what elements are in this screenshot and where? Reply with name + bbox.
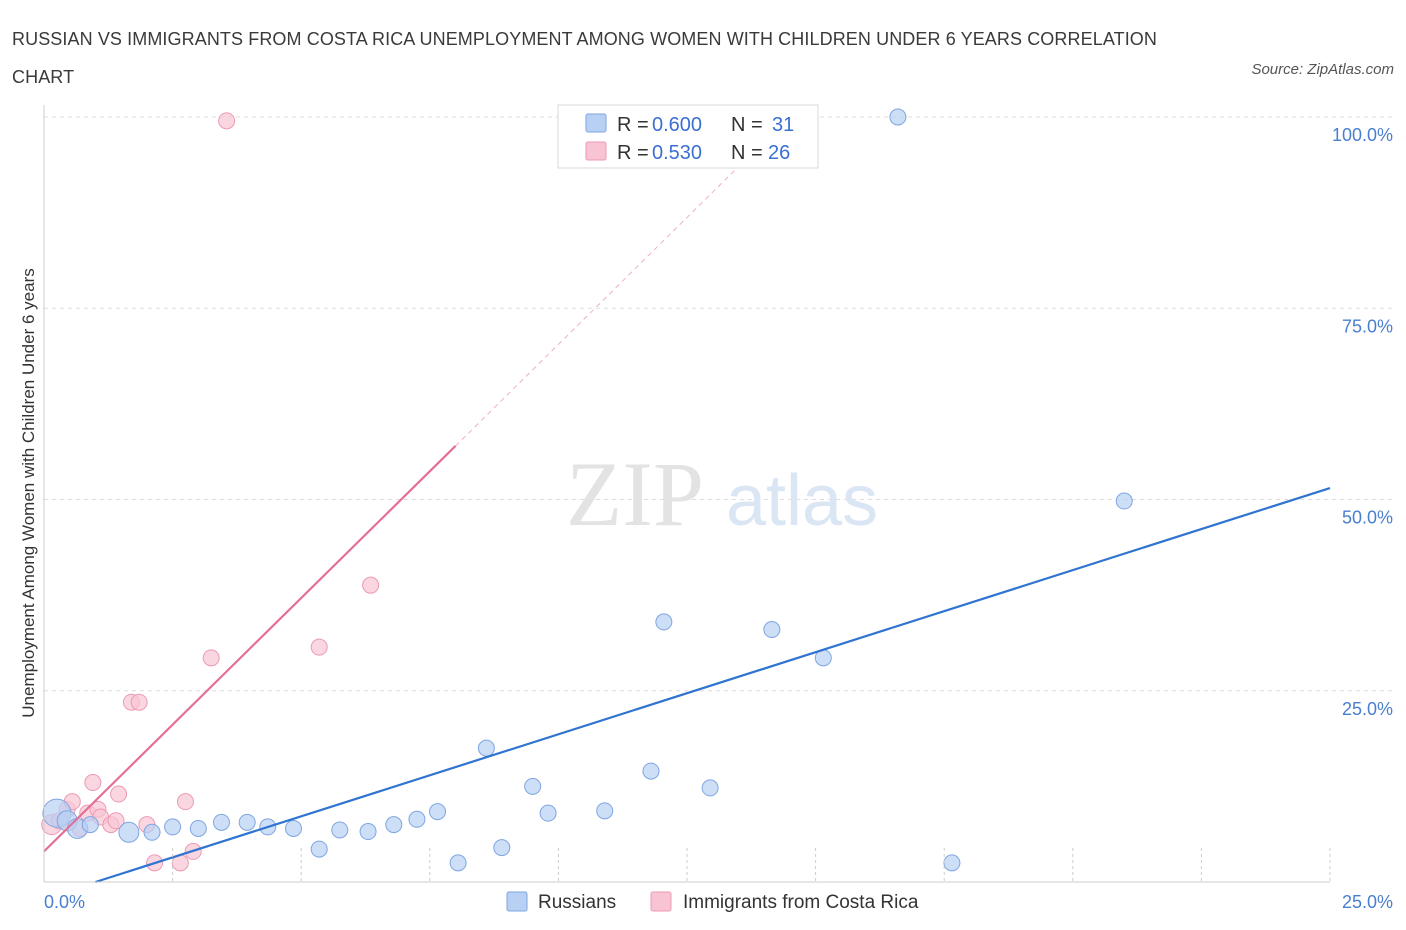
point-russians-19 bbox=[477, 739, 495, 757]
point-costa-rica-19 bbox=[202, 649, 220, 667]
legend-r-value-costa-rica: 0.530 bbox=[652, 142, 702, 164]
legend-r-label-costa-rica: R = bbox=[617, 142, 649, 164]
point-russians-13 bbox=[331, 821, 349, 839]
y-tick-labels: 25.0% 50.0% 75.0% 100.0% bbox=[1332, 125, 1393, 719]
point-costa-rica-22 bbox=[362, 576, 380, 594]
legend-r-label-russians: R = bbox=[617, 114, 649, 136]
legend-swatch-russians bbox=[585, 113, 607, 133]
point-russians-25 bbox=[655, 613, 673, 631]
legend-label-russians: Russians bbox=[538, 892, 616, 913]
watermark-atlas: atlas bbox=[726, 461, 878, 541]
legend-swatch-costa-rica bbox=[585, 141, 607, 161]
point-russians-20 bbox=[493, 839, 511, 857]
point-costa-rica-6 bbox=[84, 774, 102, 792]
y-axis-label: Unemployment Among Women with Children U… bbox=[19, 268, 38, 717]
chart-source: Source: ZipAtlas.com bbox=[1251, 61, 1394, 78]
point-russians-26 bbox=[701, 779, 719, 797]
points bbox=[41, 108, 1133, 872]
point-russians-29 bbox=[889, 108, 907, 126]
trend-lines bbox=[43, 166, 1331, 884]
y-tick-label-75: 75.0% bbox=[1342, 316, 1393, 336]
point-russians-17 bbox=[429, 803, 447, 821]
legend-r-value-russians: 0.600 bbox=[652, 114, 702, 136]
x-tick-label-max: 25.0% bbox=[1342, 892, 1393, 912]
stats-legend: R = 0.600 N = 31 R = 0.530 N = 26 bbox=[557, 104, 819, 169]
point-russians-16 bbox=[408, 810, 426, 828]
series-legend: Russians Immigrants from Costa Rica bbox=[506, 891, 919, 913]
y-tick-label-100: 100.0% bbox=[1332, 125, 1393, 145]
point-russians-30 bbox=[943, 854, 961, 872]
y-tick-label-25: 25.0% bbox=[1342, 699, 1393, 719]
legend-n-value-russians: 31 bbox=[772, 114, 794, 136]
trend-line-costa-rica-extension bbox=[455, 166, 739, 447]
watermark-zip: ZIP bbox=[566, 443, 704, 545]
legend-n-label-costa-rica: N = bbox=[731, 142, 763, 164]
point-russians-6 bbox=[164, 818, 182, 836]
point-russians-22 bbox=[539, 804, 557, 822]
point-costa-rica-17 bbox=[176, 793, 194, 811]
point-russians-7 bbox=[189, 819, 207, 837]
point-costa-rica-10 bbox=[107, 812, 125, 830]
point-russians-9 bbox=[238, 813, 256, 831]
point-russians-31 bbox=[1115, 492, 1133, 510]
point-russians-24 bbox=[642, 762, 660, 780]
point-costa-rica-11 bbox=[110, 785, 128, 803]
x-tick-marks bbox=[172, 848, 1331, 882]
legend-swatch-russians-bottom bbox=[506, 891, 528, 912]
y-tick-label-50: 50.0% bbox=[1342, 508, 1393, 528]
point-russians-23 bbox=[596, 802, 614, 820]
point-russians-4 bbox=[118, 821, 140, 843]
trend-line-russians bbox=[95, 486, 1331, 884]
point-russians-11 bbox=[284, 819, 302, 837]
point-russians-12 bbox=[310, 840, 328, 858]
point-russians-27 bbox=[763, 621, 781, 639]
legend-swatch-costa-rica-bottom bbox=[650, 891, 672, 912]
grid bbox=[44, 116, 1395, 692]
point-russians-3 bbox=[81, 816, 99, 834]
point-russians-18 bbox=[449, 854, 467, 872]
point-costa-rica-21 bbox=[310, 638, 328, 656]
point-russians-21 bbox=[524, 777, 542, 795]
point-russians-5 bbox=[143, 823, 161, 841]
point-russians-8 bbox=[212, 813, 230, 831]
x-tick-label-min: 0.0% bbox=[44, 892, 85, 912]
point-costa-rica-13 bbox=[130, 693, 148, 711]
legend-n-label-russians: N = bbox=[731, 114, 763, 136]
legend-label-costa-rica: Immigrants from Costa Rica bbox=[683, 892, 919, 913]
trend-line-costa-rica bbox=[43, 445, 457, 853]
chart-title: RUSSIAN VS IMMIGRANTS FROM COSTA RICA UN… bbox=[12, 29, 1157, 87]
point-costa-rica-20 bbox=[218, 112, 236, 130]
legend-n-value-costa-rica: 26 bbox=[768, 142, 790, 164]
point-russians-14 bbox=[359, 823, 377, 841]
point-russians-15 bbox=[385, 816, 403, 834]
